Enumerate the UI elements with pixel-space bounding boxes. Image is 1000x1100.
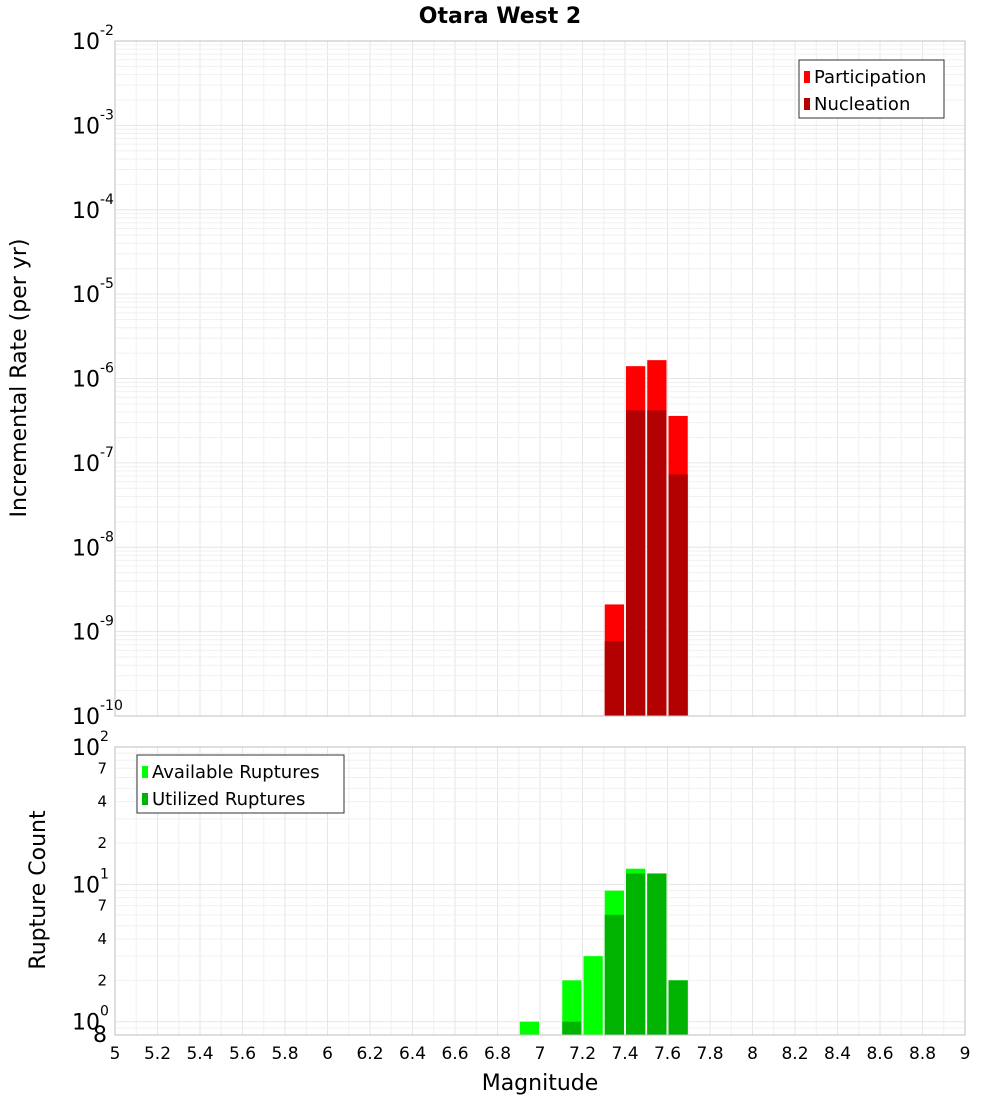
top-frame	[114, 40, 966, 717]
top-y-tick-base: 10	[72, 30, 100, 55]
x-tick-label: 8.2	[781, 1044, 808, 1064]
top-y-tick-exponent: -5	[100, 276, 114, 292]
top-y-tick-base: 10	[72, 368, 100, 393]
bottom-y-tick-label: 4	[97, 930, 107, 948]
bottom-frame	[114, 746, 966, 1036]
top-bar-b	[647, 410, 667, 716]
bottom-bar-a	[519, 1021, 539, 1035]
bottom-y-tick-exponent: 2	[100, 729, 109, 745]
x-tick-label: 8.8	[909, 1044, 936, 1064]
bottom-bar-b	[604, 914, 624, 1035]
x-tick-label: 5.6	[229, 1044, 256, 1064]
bottom-y-tick-label: 7	[97, 897, 107, 915]
top-y-tick-exponent: -9	[100, 614, 114, 630]
bottom-y-axis-label: Rupture Count	[26, 810, 51, 970]
top-y-tick-exponent: -10	[100, 698, 123, 714]
bottom-legend-swatch	[142, 793, 148, 805]
top-y-tick-base: 10	[72, 452, 100, 477]
bottom-y-tick-label: 10 0	[72, 1004, 109, 1036]
x-tick-label: 8	[747, 1044, 758, 1064]
top-y-tick-label: 10 -6	[72, 361, 114, 393]
top-y-tick-label: 10 -5	[72, 276, 114, 308]
top-y-tick-label: 10 -9	[72, 614, 114, 646]
x-tick-label: 6.4	[399, 1044, 426, 1064]
bottom-y-tick-label: 10 1	[72, 866, 109, 898]
top-y-tick-base: 10	[72, 621, 100, 646]
x-tick-label: 6.8	[484, 1044, 511, 1064]
x-tick-label: 9	[960, 1044, 971, 1064]
bottom-bar-a	[562, 980, 582, 1035]
top-y-tick-label: 10 -2	[72, 23, 114, 55]
top-y-tick-label: 10 -7	[72, 445, 114, 477]
bottom-legend-swatch	[142, 766, 148, 778]
bottom-legend: Available Ruptures Utilized Ruptures	[136, 754, 345, 814]
x-axis-label: Magnitude	[482, 1071, 599, 1096]
bottom-legend-box	[136, 754, 345, 814]
top-legend-box	[798, 59, 945, 119]
top-legend-label: Participation	[814, 67, 926, 88]
top-y-tick-label: 10 -8	[72, 529, 114, 561]
x-tick-label: 5.4	[186, 1044, 213, 1064]
bottom-y-tick-base: 10	[72, 736, 100, 761]
bottom-y-tick-label: 7	[97, 759, 107, 777]
top-legend-label: Nucleation	[814, 94, 910, 115]
top-bar-b	[626, 410, 646, 716]
bottom-y-tick-label: 10 2	[72, 729, 109, 761]
top-y-tick-label: 10 -10	[72, 698, 123, 730]
bottom-legend-label: Utilized Ruptures	[152, 789, 305, 810]
top-y-tick-base: 10	[72, 114, 100, 139]
bottom-bar-b	[626, 873, 646, 1035]
top-y-tick-exponent: -7	[100, 445, 114, 461]
top-legend: Participation Nucleation	[798, 59, 945, 119]
x-tick-labels: 5 5.2 5.4 5.6 5.8 6 6.2 6.4 6.6 6.8 7 7.2 7.4 7.6 7.8 8…	[110, 1044, 971, 1064]
x-tick-label: 5.2	[144, 1044, 171, 1064]
top-y-tick-exponent: -6	[100, 361, 114, 377]
top-y-tick-exponent: -4	[100, 192, 114, 208]
top-y-tick-base: 10	[72, 283, 100, 308]
x-tick-label: 8.4	[824, 1044, 851, 1064]
top-y-tick-label: 10 -3	[72, 107, 114, 139]
bottom-y-tick-exponent: 1	[100, 866, 109, 882]
bottom-bar-a	[583, 956, 603, 1035]
bottom-y-tick-exponent: 0	[100, 1004, 109, 1020]
x-tick-label: 7.6	[654, 1044, 681, 1064]
top-bar-b	[604, 641, 624, 716]
chart-title: Otara West 2	[419, 4, 581, 29]
top-y-tick-base: 10	[72, 199, 100, 224]
x-tick-label: 8.6	[866, 1044, 893, 1064]
bottom-y-tick-label: 8	[93, 1023, 107, 1048]
top-y-tick-exponent: -2	[100, 23, 114, 39]
bottom-y-tick-label: 4	[97, 793, 107, 811]
x-tick-label: 7.2	[569, 1044, 596, 1064]
top-bar-b	[668, 474, 688, 716]
x-tick-label: 6.6	[441, 1044, 468, 1064]
top-y-tick-base: 10	[72, 536, 100, 561]
bottom-bar-b	[647, 873, 667, 1035]
top-y-tick-base: 10	[72, 705, 100, 730]
top-legend-swatch	[804, 98, 810, 110]
bottom-bar-b	[668, 980, 688, 1035]
x-tick-label: 7.4	[611, 1044, 638, 1064]
x-tick-label: 7	[535, 1044, 546, 1064]
bottom-bar-b	[562, 1021, 582, 1035]
top-y-tick-exponent: -3	[100, 107, 114, 123]
bottom-y-tick-base: 10	[72, 1011, 100, 1036]
top-legend-swatch	[804, 71, 810, 83]
x-tick-label: 5	[110, 1044, 121, 1064]
bottom-y-tick-label: 2	[97, 834, 107, 852]
x-tick-label: 5.8	[271, 1044, 298, 1064]
x-tick-label: 7.8	[696, 1044, 723, 1064]
bottom-legend-label: Available Ruptures	[152, 762, 320, 783]
top-y-tick-exponent: -8	[100, 529, 114, 545]
bottom-y-tick-label: 2	[97, 971, 107, 989]
top-y-tick-label: 10 -4	[72, 192, 114, 224]
x-tick-label: 6.2	[356, 1044, 383, 1064]
bottom-y-tick-base: 10	[72, 873, 100, 898]
top-y-axis-label: Incremental Rate (per yr)	[7, 239, 32, 518]
x-tick-label: 6	[322, 1044, 333, 1064]
